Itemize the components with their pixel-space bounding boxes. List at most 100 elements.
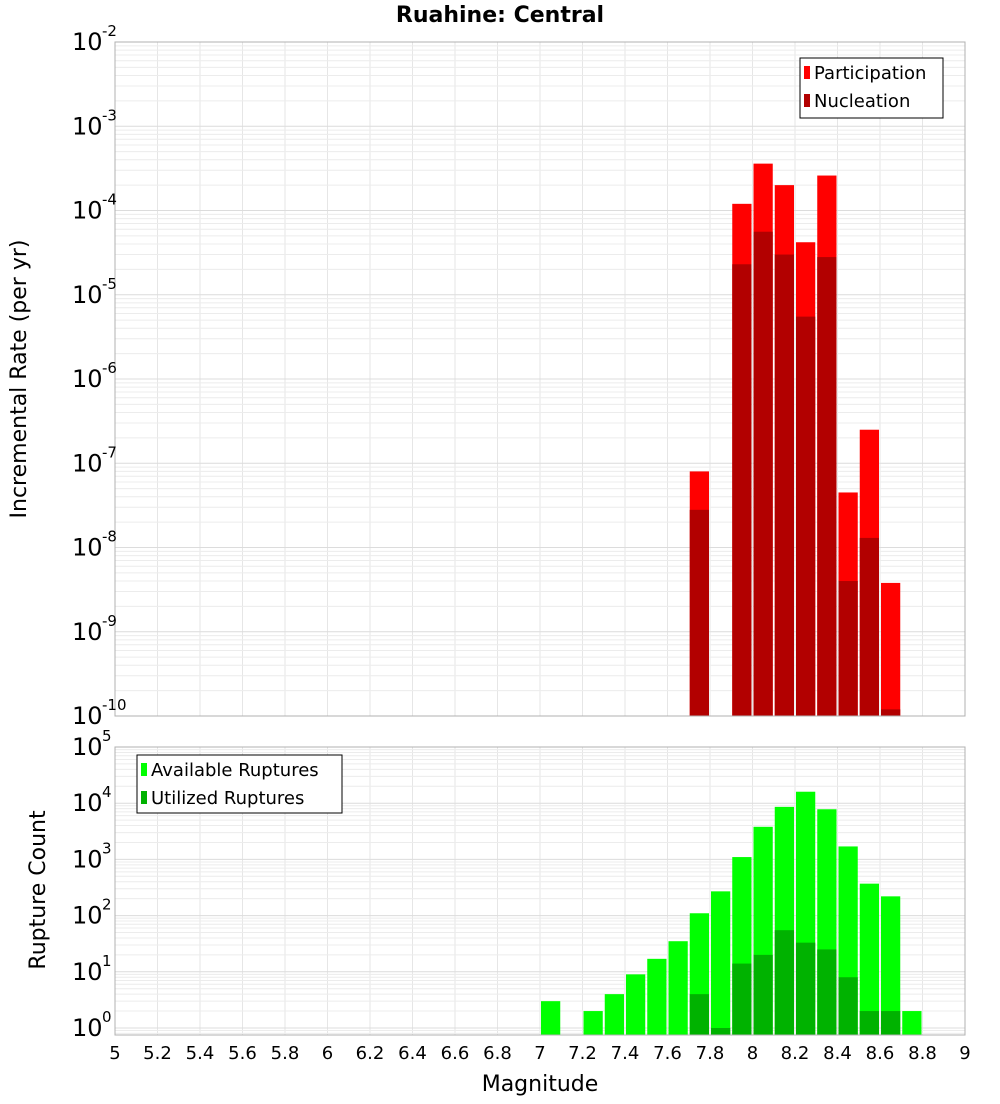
bottom-bar-utilized-ruptures — [689, 994, 709, 1035]
x-tick-label: 5.4 — [186, 1043, 215, 1064]
bottom-y-tick: 10 4 — [72, 783, 112, 817]
x-axis-ticks: 5 5.2 5.4 5.6 5.8 6 6.2 6.4 6.6 6.8 7 7.2 7.4 7.6 7.8 8… — [109, 1043, 970, 1064]
x-tick-label: 5.6 — [228, 1043, 257, 1064]
x-tick-label: 7.2 — [568, 1043, 597, 1064]
top-y-tick-exponent: -4 — [102, 191, 117, 209]
x-tick-label: 7.4 — [611, 1043, 640, 1064]
x-tick-label: 7 — [534, 1043, 545, 1064]
top-legend: Participation Nucleation — [799, 57, 944, 119]
top-y-tick-exponent: -2 — [102, 22, 117, 40]
bottom-bar-utilized-ruptures — [732, 963, 752, 1035]
bottom-bar-available-ruptures — [668, 941, 688, 1035]
top-bar-nucleation — [689, 509, 709, 716]
legend-nucleation-label: Nucleation — [814, 91, 910, 112]
x-tick-label: 8 — [747, 1043, 758, 1064]
top-y-tick-base: 10 — [72, 281, 103, 309]
bottom-y-tick-base: 10 — [72, 1014, 103, 1042]
top-y-tick: 10 -5 — [72, 275, 117, 309]
bottom-y-tick: 10 5 — [72, 727, 112, 761]
top-y-tick-exponent: -5 — [102, 275, 117, 293]
x-tick-label: 6.2 — [356, 1043, 385, 1064]
top-bar-nucleation — [774, 254, 794, 716]
bottom-bar-available-ruptures — [859, 883, 879, 1035]
top-bar-nucleation — [859, 537, 879, 716]
legend-participation-swatch — [804, 66, 810, 79]
top-series-nucleation — [689, 231, 901, 717]
bottom-y-tick-exponent: 5 — [102, 727, 112, 745]
legend-available-swatch — [141, 763, 147, 776]
bottom-bar-available-ruptures — [541, 1001, 561, 1035]
top-bar-nucleation — [881, 709, 901, 716]
bottom-bar-utilized-ruptures — [774, 930, 794, 1035]
bottom-bar-utilized-ruptures — [859, 1011, 879, 1035]
top-y-tick: 10 -3 — [72, 106, 117, 140]
top-y-tick-base: 10 — [72, 702, 103, 730]
bottom-legend: Available Ruptures Utilized Ruptures — [136, 754, 343, 814]
top-bar-participation — [881, 582, 901, 716]
bottom-y-tick-base: 10 — [72, 733, 103, 761]
bottom-bar-utilized-ruptures — [796, 942, 816, 1035]
top-y-axis-label: Incremental Rate (per yr) — [7, 240, 32, 519]
bottom-y-tick: 10 3 — [72, 839, 112, 873]
bottom-plot-border — [114, 746, 966, 1036]
x-axis-label: Magnitude — [482, 1072, 599, 1097]
top-legend-box — [799, 57, 944, 119]
legend-nucleation-swatch — [804, 94, 810, 107]
bottom-bar-utilized-ruptures — [711, 1027, 731, 1035]
top-y-tick-exponent: -3 — [102, 106, 117, 124]
x-tick-label: 8.6 — [866, 1043, 895, 1064]
top-y-tick-base: 10 — [72, 449, 103, 477]
bottom-bar-utilized-ruptures — [817, 949, 837, 1035]
bottom-y-tick: 10 2 — [72, 896, 112, 930]
top-y-tick-base: 10 — [72, 365, 103, 393]
top-y-axis-ticks: 10-210-310-410-510-610-710-810-910-10 — [72, 22, 127, 730]
top-y-tick: 10 -10 — [72, 696, 127, 730]
bottom-bar-available-ruptures — [583, 1011, 603, 1035]
top-panel: 10-210-310-410-510-610-710-810-910-10 — [72, 22, 966, 730]
bottom-legend-box — [136, 754, 343, 814]
x-tick-label: 5.2 — [143, 1043, 172, 1064]
legend-utilized-swatch — [141, 791, 147, 804]
top-y-tick-exponent: -8 — [102, 528, 117, 546]
legend-participation-label: Participation — [814, 63, 926, 84]
x-tick-label: 5.8 — [271, 1043, 300, 1064]
x-tick-label: 8.8 — [908, 1043, 937, 1064]
bottom-y-tick-base: 10 — [72, 902, 103, 930]
bottom-y-tick-exponent: 3 — [102, 839, 112, 857]
top-plot-border — [114, 41, 966, 717]
bottom-y-tick-base: 10 — [72, 958, 103, 986]
top-y-tick-base: 10 — [72, 534, 103, 562]
legend-available-label: Available Ruptures — [151, 760, 319, 781]
bottom-bar-utilized-ruptures — [753, 954, 773, 1035]
top-y-tick-exponent: -6 — [102, 359, 117, 377]
top-y-tick-exponent: -9 — [102, 612, 117, 630]
legend-utilized-label: Utilized Ruptures — [151, 788, 304, 809]
x-tick-label: 7.6 — [653, 1043, 682, 1064]
x-tick-label: 6 — [322, 1043, 333, 1064]
top-y-tick-base: 10 — [72, 197, 103, 225]
top-y-tick: 10 -8 — [72, 528, 117, 562]
x-tick-label: 8.4 — [823, 1043, 852, 1064]
bottom-bar-available-ruptures — [881, 896, 901, 1035]
top-bar-nucleation — [753, 231, 773, 717]
top-y-tick-exponent: -7 — [102, 443, 117, 461]
x-tick-label: 6.8 — [483, 1043, 512, 1064]
top-y-tick-base: 10 — [72, 28, 103, 56]
bottom-y-tick: 10 1 — [72, 952, 112, 986]
top-bar-nucleation — [796, 316, 816, 716]
bottom-y-tick-base: 10 — [72, 845, 103, 873]
bottom-bar-available-ruptures — [711, 891, 731, 1035]
x-tick-label: 7.8 — [696, 1043, 725, 1064]
bottom-y-tick-exponent: 1 — [102, 952, 112, 970]
bottom-y-tick-exponent: 0 — [102, 1008, 112, 1026]
bottom-bar-available-ruptures — [626, 974, 646, 1035]
top-y-tick: 10 -4 — [72, 191, 117, 225]
bottom-y-tick-base: 10 — [72, 789, 103, 817]
bottom-bar-available-ruptures — [902, 1011, 922, 1035]
top-bar-nucleation — [732, 264, 752, 716]
top-y-tick-base: 10 — [72, 112, 103, 140]
top-y-tick-base: 10 — [72, 618, 103, 646]
x-tick-label: 5 — [109, 1043, 120, 1064]
